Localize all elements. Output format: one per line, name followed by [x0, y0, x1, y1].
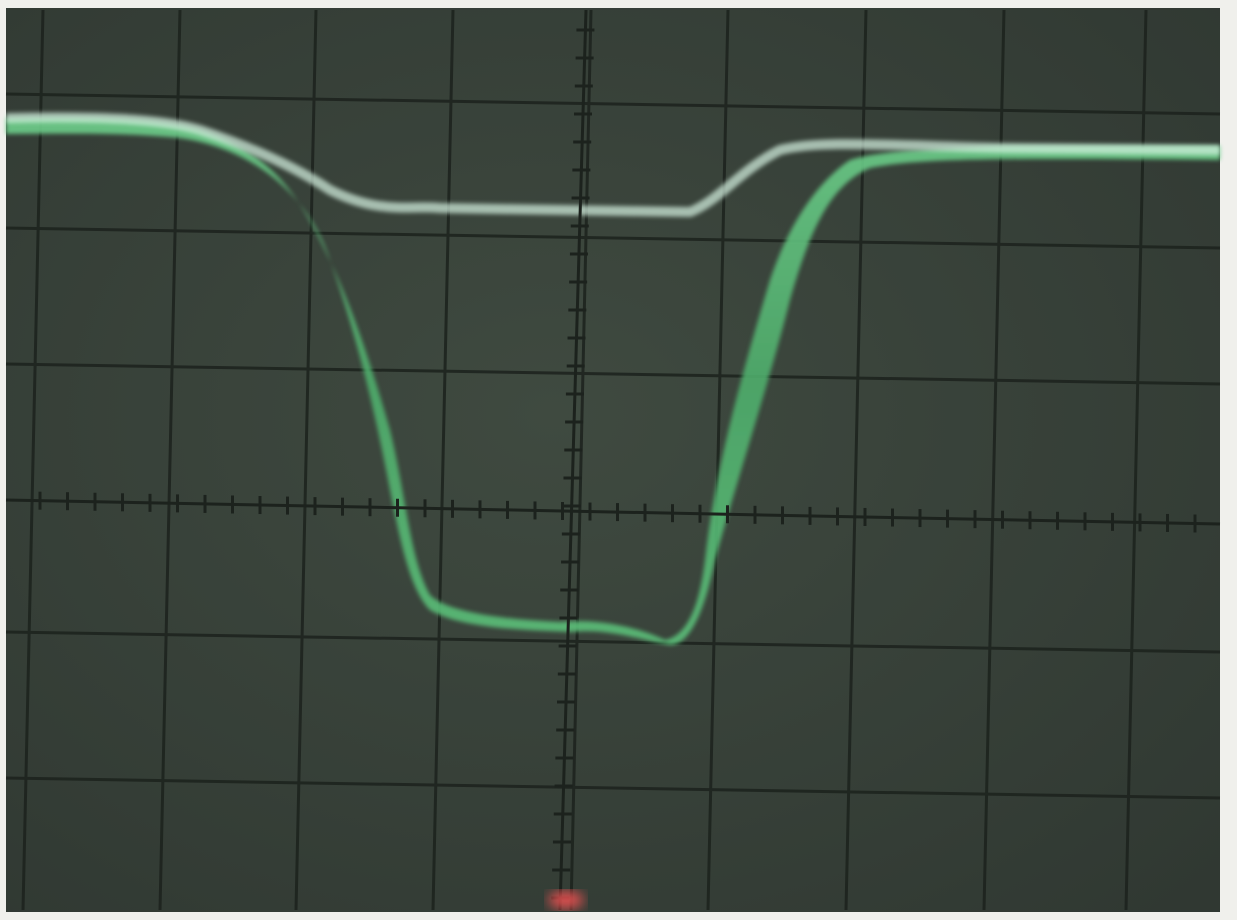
grid-horizontal	[5, 92, 1221, 116]
grid-vertical	[706, 9, 730, 911]
axis-horizontal	[5, 498, 1221, 526]
axis-vertical	[558, 9, 588, 911]
grid-vertical	[1124, 9, 1148, 911]
grid-vertical	[294, 9, 318, 911]
red-indicator	[548, 891, 584, 909]
trace-upper-edge	[5, 112, 1221, 218]
grid-horizontal	[5, 630, 1221, 654]
grid-vertical	[982, 9, 1006, 911]
trace	[5, 112, 1221, 645]
grid-horizontal	[5, 362, 1221, 386]
grid-vertical	[431, 9, 455, 911]
center-axes	[5, 9, 1221, 911]
grid-vertical	[158, 9, 182, 911]
grid-horizontal	[5, 776, 1221, 800]
grid-vertical	[21, 9, 45, 911]
grid-vertical	[569, 9, 593, 911]
grid-horizontal	[5, 226, 1221, 250]
graticule	[5, 9, 1221, 911]
